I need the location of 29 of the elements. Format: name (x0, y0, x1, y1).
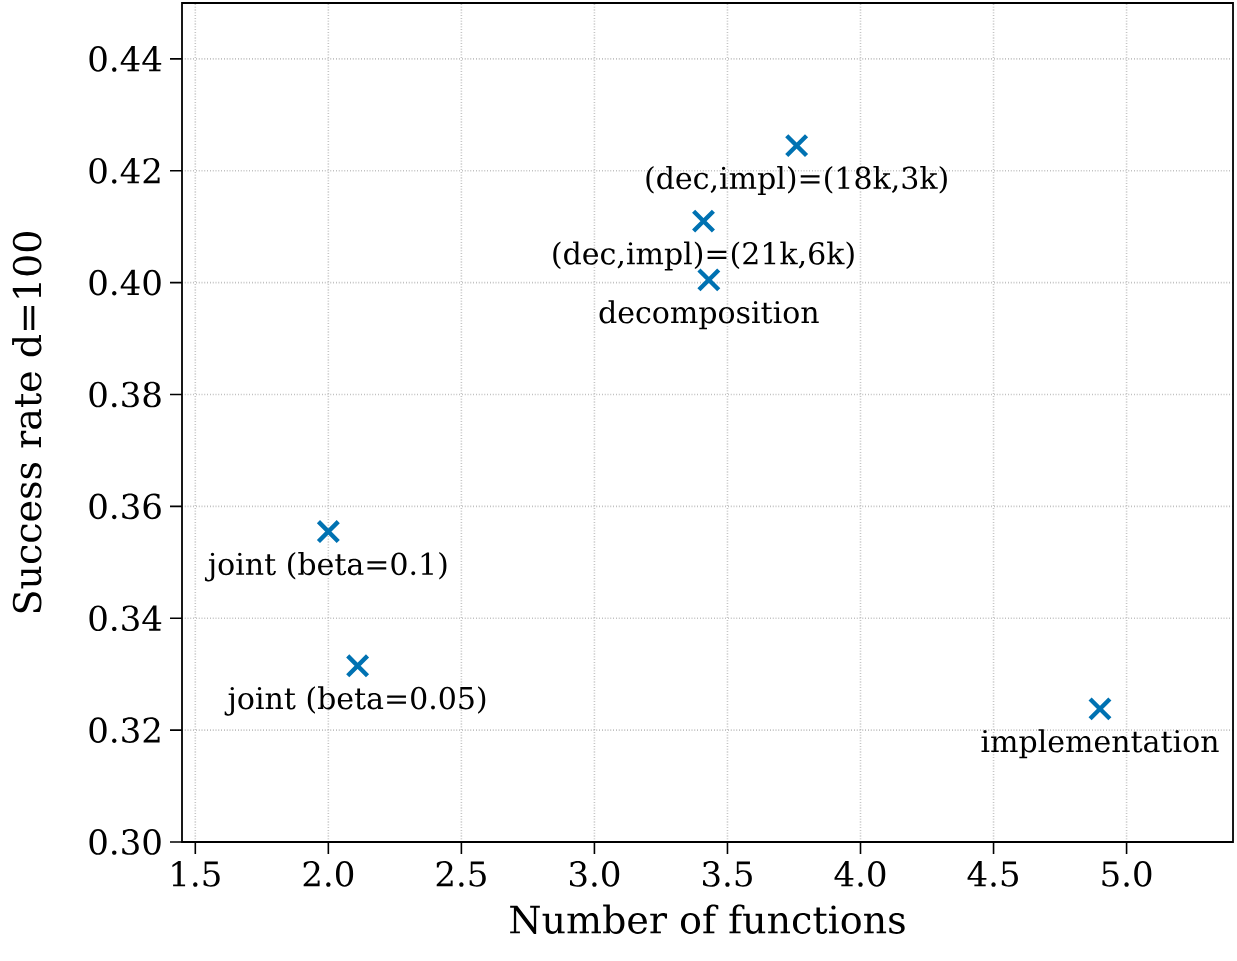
y-tick-label: 0.44 (89, 46, 162, 72)
y-tick-label: 0.34 (89, 605, 162, 632)
x-tick-label: 4.0 (834, 861, 886, 887)
point (345, 653, 370, 678)
y-tick-label: 0.36 (89, 493, 161, 520)
x-tick-label: 2.0 (303, 861, 354, 887)
y-tick-label: 0.30 (89, 829, 161, 855)
annotation: implementation (981, 729, 1219, 759)
annotation: (dec,impl)=(21k,6k) (553, 241, 854, 271)
x-tick-label: 1.5 (172, 861, 220, 887)
annotation: decomposition (599, 300, 819, 330)
y-tick-label: 0.38 (89, 381, 161, 408)
x-tick-label: 4.5 (967, 861, 1018, 887)
y-tick-label: 0.32 (89, 717, 160, 743)
annotation: (dec,impl)=(18k,3k) (646, 166, 947, 196)
annotation: joint (beta=0.05) (224, 686, 486, 716)
x-tick-label: 5.0 (1102, 861, 1152, 887)
x-tick-label: 3.0 (569, 861, 620, 887)
point (691, 209, 716, 234)
y-tick-label: 0.42 (89, 157, 160, 184)
y-tick-label: 0.40 (89, 269, 161, 296)
x-tick-label: 3.5 (703, 861, 752, 887)
annotation: joint (beta=0.1) (204, 551, 447, 582)
point (784, 133, 809, 158)
point (1087, 696, 1113, 721)
x-axis-title: Number of functions (510, 904, 905, 934)
y-axis-title: Success rate d=100 (12, 232, 42, 613)
x-tick-label: 2.5 (436, 861, 486, 887)
point (316, 519, 341, 544)
